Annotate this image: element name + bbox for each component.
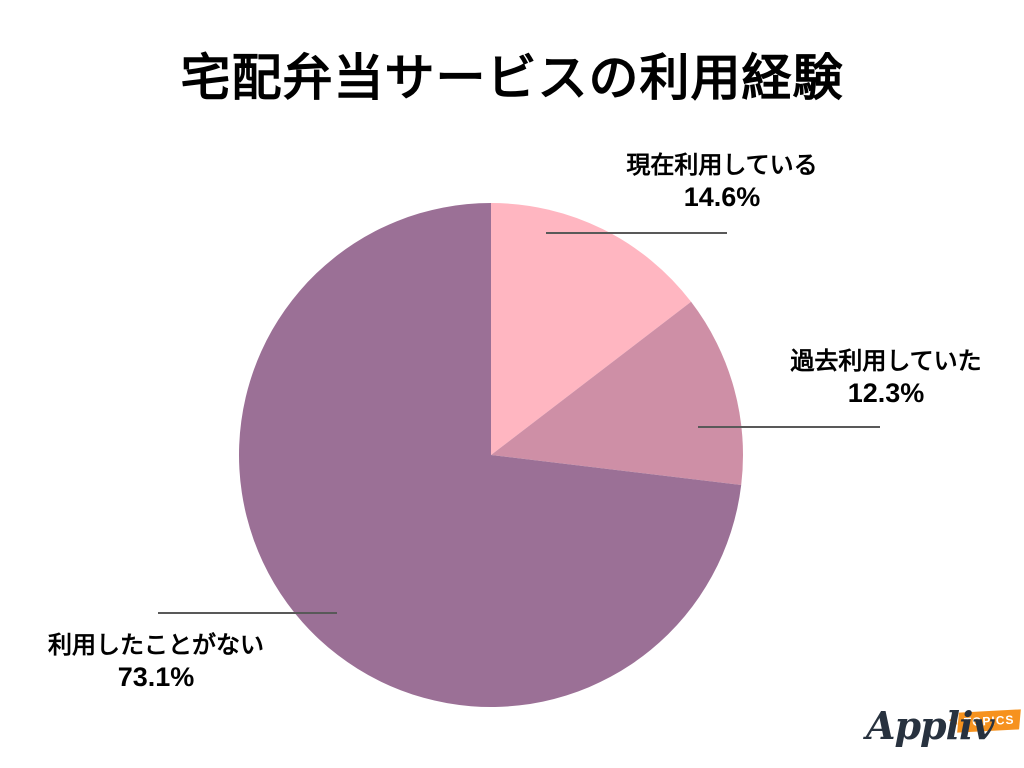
slice-label-past: 過去利用していた 12.3% bbox=[790, 346, 981, 409]
slice-label-past-value: 12.3% bbox=[847, 378, 925, 408]
slice-label-never-text: 利用したことがない bbox=[48, 632, 264, 659]
appliv-wordmark: Appliv bbox=[866, 703, 995, 748]
slice-label-never-value: 73.1% bbox=[117, 662, 195, 692]
slice-label-current-value: 14.6% bbox=[683, 182, 761, 212]
slice-label-never: 利用したことがない 73.1% bbox=[48, 630, 264, 693]
pie-slice-2 bbox=[239, 203, 742, 707]
leader-line-past bbox=[698, 426, 880, 428]
chart-title: 宅配弁当サービスの利用経験 bbox=[180, 50, 844, 106]
leader-line-never bbox=[158, 612, 337, 614]
slice-label-past-text: 過去利用していた bbox=[790, 348, 982, 375]
pie-slice-0 bbox=[491, 203, 692, 455]
slice-label-current: 現在利用している 14.6% bbox=[626, 150, 817, 213]
leader-line-current bbox=[546, 232, 727, 234]
slice-label-current-text: 現在利用している bbox=[626, 152, 818, 179]
pie-slice-1 bbox=[491, 301, 743, 486]
appliv-topics-logo: TOPICS Appliv bbox=[862, 700, 1022, 762]
